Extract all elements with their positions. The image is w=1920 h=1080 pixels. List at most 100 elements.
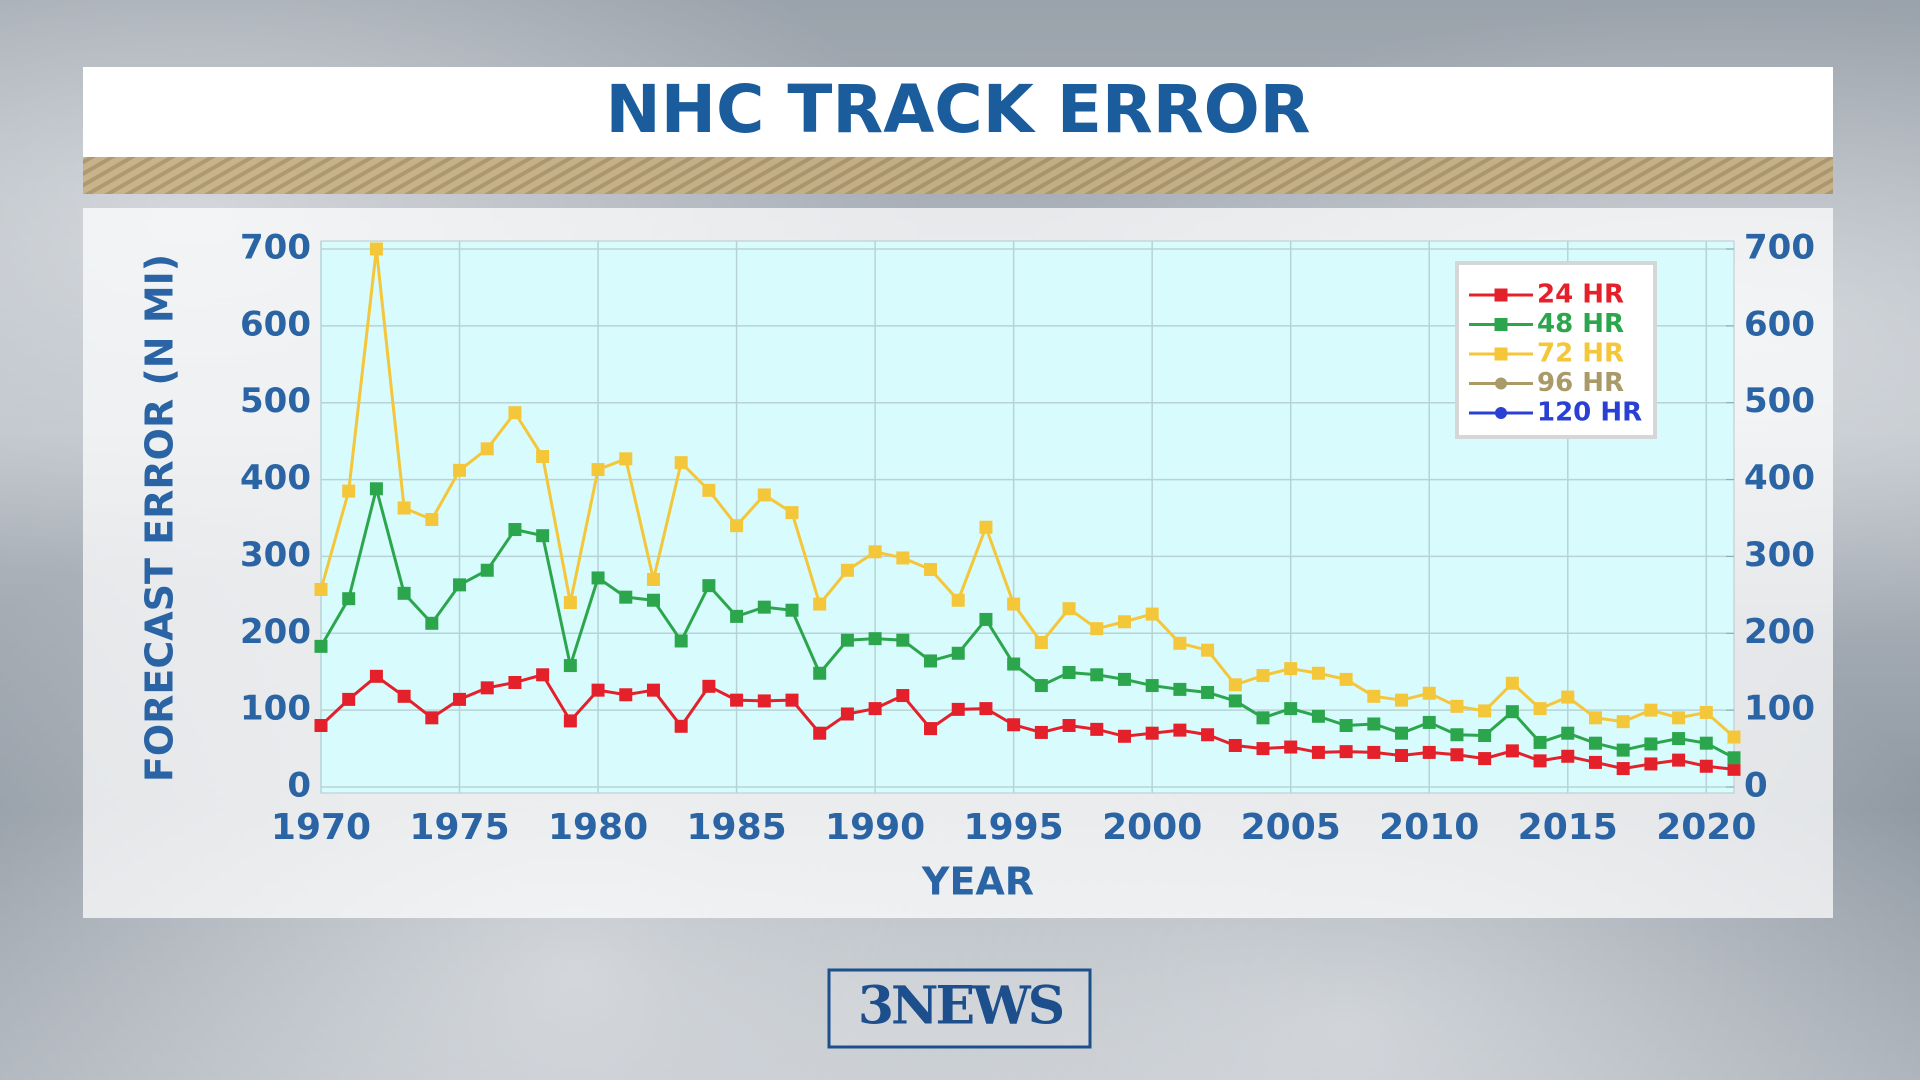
data-point [813,726,827,740]
data-point [342,692,356,706]
plot: 0 100 200 300 400 500 600 700 0 100 200 300 400 500 60… [240,228,1815,849]
data-point [1644,737,1658,751]
data-point [1422,686,1436,700]
data-point [591,683,605,697]
data-point [1090,622,1104,636]
y2-tick-label: 500 [1744,381,1815,421]
data-point [1672,711,1686,725]
data-point [730,519,744,533]
data-point [619,688,633,702]
data-point [840,707,854,721]
legend-marker [1495,377,1507,390]
data-point [868,702,882,716]
data-point [1117,729,1131,743]
data-point [1007,718,1021,732]
data-point [813,597,827,611]
series-line [319,482,1735,760]
data-point [1256,669,1270,683]
data-point [1561,749,1575,763]
data-point [453,463,467,477]
data-point [1533,754,1547,768]
data-point [840,563,854,577]
data-point [453,578,467,592]
y-tick-label: 700 [240,228,311,268]
data-point [314,719,328,733]
data-point [1533,702,1547,716]
data-point [1145,726,1159,740]
data-point [369,482,383,496]
data-point [1339,745,1353,759]
logo-box [827,968,1092,1049]
legend-marker [1494,347,1508,361]
data-point [646,683,660,697]
data-point [1588,736,1602,750]
legend-marker [1494,288,1508,302]
y2-tick-label: 700 [1744,228,1815,268]
data-point [896,633,910,647]
y-tick-label: 200 [240,612,311,652]
data-point [1367,717,1381,731]
data-point [1007,597,1021,611]
data-point [730,609,744,623]
data-point [369,242,383,256]
data-point [1311,745,1325,759]
data-point [1505,676,1519,690]
x-tick-label: 2015 [1518,807,1618,848]
data-point [951,593,965,607]
data-point [591,571,605,585]
x-tick-label: 2005 [1241,807,1341,848]
data-point [1007,657,1021,671]
y2-tick-label: 600 [1744,304,1815,344]
legend-label: 48 HR [1537,309,1624,339]
data-point [1228,738,1242,752]
data-point [868,545,882,559]
y-tick-label: 300 [240,535,311,575]
x-tick-label: 1975 [409,807,509,848]
legend-marker [1495,407,1507,419]
data-point [1173,682,1187,696]
data-point [674,634,688,648]
data-point [674,719,688,733]
data-point [508,523,522,537]
data-point [1284,740,1298,754]
data-point [480,563,494,577]
data-point [1145,607,1159,621]
data-point [868,632,882,646]
data-point [425,711,439,725]
x-tick-label: 1970 [271,807,371,848]
y-tick-label: 500 [240,381,311,421]
series-line [319,248,1735,739]
data-point [1145,679,1159,693]
data-point [1173,636,1187,650]
data-point [536,668,550,682]
legend-label: 120 HR [1537,398,1642,428]
y2-tick-label: 100 [1744,689,1815,729]
data-point [1062,665,1076,679]
data-point [1699,736,1713,750]
data-point [1311,709,1325,723]
data-point [1173,723,1187,737]
data-point [342,484,356,498]
data-point [1478,752,1492,766]
data-point [397,689,411,703]
data-point [1478,704,1492,718]
data-point [1090,722,1104,736]
data-point [702,483,716,497]
data-point [1034,679,1048,693]
data-point [1367,689,1381,703]
x-tick-label: 1995 [964,807,1064,848]
legend-label: 96 HR [1537,368,1624,398]
data-point [619,590,633,604]
data-point [730,693,744,707]
data-point [1395,748,1409,762]
data-point [1422,745,1436,759]
x-tick-label: 1985 [686,807,786,848]
data-point [979,612,993,626]
data-point [646,593,660,607]
data-point [674,456,688,470]
data-point [813,666,827,680]
data-point [757,694,771,708]
